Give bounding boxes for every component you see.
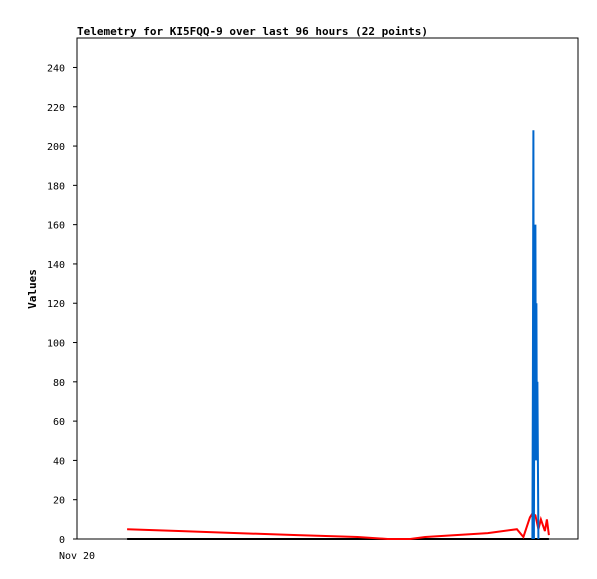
y-tick-label: 120	[47, 299, 65, 310]
x-axis-ticks: Nov 20	[59, 551, 95, 562]
x-tick-label: Nov 20	[59, 551, 95, 562]
y-tick-label: 200	[47, 142, 65, 153]
y-tick-label: 180	[47, 181, 65, 192]
y-tick-label: 100	[47, 339, 65, 350]
y-tick-label: 160	[47, 221, 65, 232]
y-tick-label: 0	[59, 535, 65, 546]
plot-area	[76, 37, 579, 540]
series-group	[127, 130, 550, 540]
y-axis-ticks: 0 20 40 60 80 100 120 140 160 180 200 220 240	[47, 63, 77, 546]
y-tick-label: 220	[47, 103, 65, 114]
y-tick-label: 60	[53, 417, 65, 428]
chart-title: Telemetry for KI5FQQ-9 over last 96 hour…	[77, 25, 428, 38]
series-line-2	[531, 130, 540, 540]
y-tick-label: 240	[47, 63, 65, 74]
y-tick-label: 80	[53, 378, 65, 389]
y-tick-label: 20	[53, 496, 65, 507]
y-axis-label: Values	[26, 269, 39, 309]
series-line-1	[127, 512, 550, 540]
y-tick-label: 40	[53, 456, 65, 467]
y-tick-label: 140	[47, 260, 65, 271]
